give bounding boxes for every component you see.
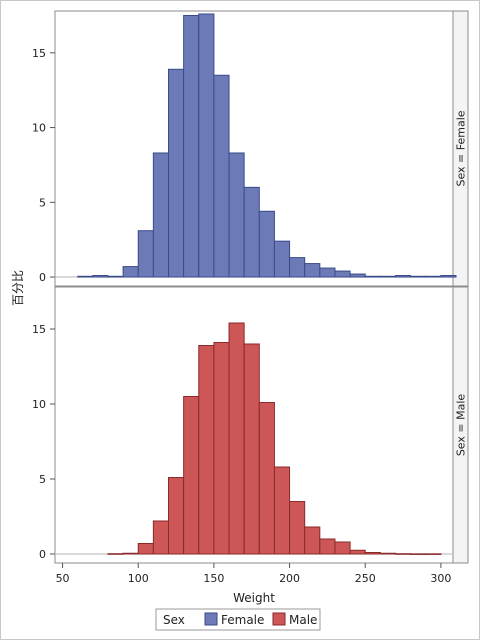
x-tick-label: 200 — [279, 572, 300, 585]
histogram-bar — [273, 466, 291, 555]
histogram-bar — [394, 553, 412, 555]
histogram-bar — [289, 257, 306, 278]
histogram-bar — [425, 553, 442, 555]
histogram-bar — [198, 13, 215, 278]
histogram-bar — [213, 74, 230, 278]
histogram-bar — [410, 553, 427, 555]
histogram-bar — [228, 322, 245, 555]
x-tick-label: 150 — [203, 572, 224, 585]
histogram-bar — [228, 152, 245, 278]
x-tick-label: 50 — [56, 572, 70, 585]
y-tick-label: 0 — [39, 548, 46, 561]
histogram-bar — [183, 14, 200, 278]
histogram-bar — [304, 263, 321, 278]
histogram-bar — [183, 396, 200, 555]
panel-strip — [452, 10, 469, 287]
x-axis-label: Weight — [233, 591, 275, 605]
histogram-bar — [334, 270, 351, 278]
histogram-bar — [379, 552, 396, 555]
y-tick-label: 15 — [32, 323, 46, 336]
histogram-bar — [349, 273, 366, 278]
y-axis-label: 百分比 — [11, 270, 25, 306]
histogram-bar — [334, 541, 351, 555]
legend-swatch — [204, 612, 218, 626]
histogram-bar — [319, 538, 336, 555]
x-tick-label: 250 — [355, 572, 376, 585]
panel-strip — [452, 286, 469, 564]
histogram-bar — [258, 210, 275, 278]
histogram-bar — [167, 477, 185, 555]
histogram-bar — [92, 275, 109, 278]
histogram-bar — [379, 275, 396, 278]
y-tick-label: 0 — [39, 271, 46, 284]
histogram-bar — [152, 152, 169, 278]
y-tick-label: 10 — [32, 398, 46, 411]
histogram-bar — [213, 342, 230, 555]
histogram-bar — [440, 275, 457, 278]
histogram-bar — [319, 267, 336, 278]
histogram-bar — [122, 552, 139, 555]
histogram-bar — [364, 552, 381, 555]
histogram-bar — [122, 266, 139, 278]
legend-title: Sex — [163, 613, 185, 627]
histogram-bar — [425, 275, 442, 278]
histogram-bar — [107, 275, 124, 278]
histogram-bar — [289, 501, 306, 555]
histogram-bar — [167, 68, 185, 278]
panel-strip-label: Sex = Female — [455, 110, 468, 186]
legend-swatch — [272, 612, 286, 626]
x-tick-label: 300 — [430, 572, 451, 585]
histogram-bar — [304, 526, 321, 555]
histogram-bar — [349, 549, 366, 555]
histogram-bar — [258, 402, 275, 555]
histogram-bar — [77, 275, 94, 278]
histogram-bar — [410, 275, 427, 278]
histogram-bar — [107, 553, 124, 555]
histogram-bar — [364, 275, 381, 278]
histogram-bar — [137, 543, 154, 555]
y-tick-label: 5 — [39, 196, 46, 209]
histogram-bar — [137, 230, 154, 278]
y-tick-label: 5 — [39, 473, 46, 486]
histogram-bar — [152, 520, 169, 555]
panel-strip-label: Sex = Male — [455, 394, 468, 457]
legend-item-label: Female — [221, 613, 264, 627]
y-tick-label: 10 — [32, 122, 46, 135]
histogram-bar — [394, 275, 412, 278]
histogram-bar — [198, 345, 215, 555]
histogram-bar — [243, 343, 260, 555]
legend-item-label: Male — [289, 613, 317, 627]
x-tick-label: 100 — [128, 572, 149, 585]
histogram-bar — [243, 186, 260, 278]
y-tick-label: 15 — [32, 47, 46, 60]
histogram-bar — [273, 240, 291, 278]
